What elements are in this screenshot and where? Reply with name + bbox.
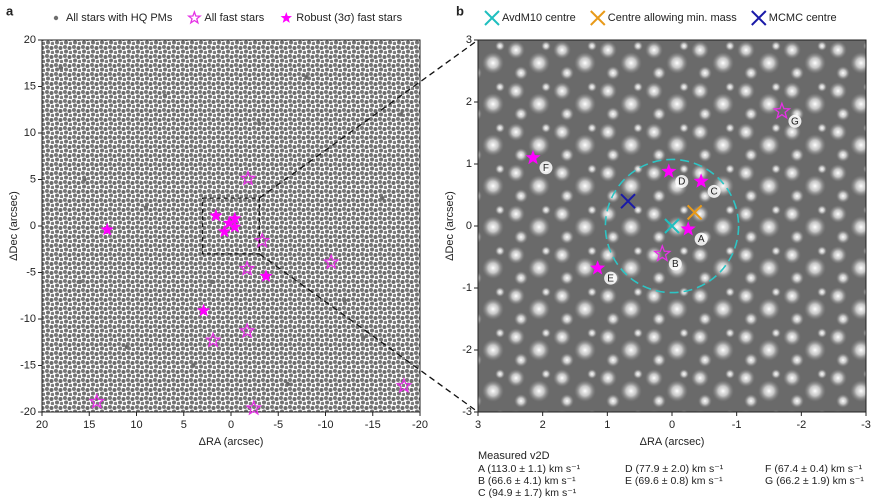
point-label: G (791, 116, 799, 127)
y-tick-label: 15 (24, 80, 36, 92)
note: G (66.2 ± 1.9) km s⁻¹ (765, 475, 864, 487)
note: F (67.4 ± 0.4) km s⁻¹ (765, 463, 863, 475)
centre-marker (485, 11, 499, 25)
y-tick-label: 3 (466, 34, 472, 46)
y-tick-label: -3 (462, 406, 472, 418)
y-tick-label: -20 (20, 406, 36, 418)
star-dot (82, 177, 86, 181)
note: E (69.6 ± 0.8) km s⁻¹ (625, 475, 723, 487)
y-tick-label: 20 (24, 34, 36, 46)
star-dot (144, 205, 148, 209)
note: C (94.9 ± 1.7) km s⁻¹ (478, 487, 577, 499)
centre-marker (752, 11, 766, 25)
y-tick-label: -1 (462, 282, 472, 294)
x-tick-label: -10 (318, 419, 334, 431)
legend-label: MCMC centre (769, 12, 837, 24)
x-tick-label: -5 (273, 419, 283, 431)
star-dot (286, 382, 290, 386)
note: A (113.0 ± 1.1) km s⁻¹ (478, 463, 581, 475)
y-tick-label: -10 (20, 313, 36, 325)
x-tick-label: 10 (130, 419, 142, 431)
point-label: A (698, 234, 705, 245)
figure: a b 20151050-5-10-15-20-20-15-10-5051015… (0, 0, 874, 504)
y-tick-label: 1 (466, 158, 472, 170)
panel-label: b (456, 3, 464, 18)
star-dot (342, 298, 346, 302)
star-dot (210, 280, 214, 284)
legend-label: Centre allowing min. mass (608, 12, 737, 24)
notes-title: Measured v2D (478, 450, 550, 462)
legend-label: All stars with HQ PMs (66, 12, 173, 24)
y-tick-label: -15 (20, 359, 36, 371)
star-dot (257, 122, 261, 126)
centre-marker (591, 11, 605, 25)
note: D (77.9 ± 2.0) km s⁻¹ (625, 463, 724, 475)
star-dot (59, 66, 63, 70)
y-tick-label: 10 (24, 127, 36, 139)
star-dot (191, 363, 195, 367)
fast-star (189, 12, 200, 23)
x-tick-label: 20 (36, 419, 48, 431)
star-dot (78, 280, 82, 284)
legend-label: Robust (3σ) fast stars (296, 12, 402, 24)
y-tick-label: 0 (466, 220, 472, 232)
x-tick-label: -1 (732, 419, 742, 431)
point-label: E (607, 273, 614, 284)
x-tick-label: 5 (181, 419, 187, 431)
robust-star (281, 12, 292, 23)
panel-label: a (6, 3, 14, 18)
y-axis-label: ΔDec (arcsec) (8, 191, 20, 261)
star-dot (54, 16, 58, 20)
star-dot (380, 196, 384, 200)
legend-label: All fast stars (204, 12, 264, 24)
x-tick-label: -2 (796, 419, 806, 431)
x-tick-label: 1 (604, 419, 610, 431)
point-label: D (678, 177, 685, 188)
point-label: C (710, 187, 717, 198)
x-tick-label: -20 (412, 419, 428, 431)
x-axis-label: ΔRA (arcsec) (199, 436, 264, 448)
star-dot (125, 345, 129, 349)
y-tick-label: 5 (30, 173, 36, 185)
point-label: B (672, 259, 679, 270)
page: a b 20151050-5-10-15-20-20-15-10-5051015… (0, 0, 874, 504)
x-tick-label: 2 (540, 419, 546, 431)
x-tick-label: -3 (861, 419, 871, 431)
y-tick-label: -5 (26, 266, 36, 278)
y-tick-label: -2 (462, 344, 472, 356)
x-tick-label: 3 (475, 419, 481, 431)
x-tick-label: 15 (83, 419, 95, 431)
y-tick-label: 0 (30, 220, 36, 232)
star-dot (163, 94, 167, 98)
x-axis-label: ΔRA (arcsec) (640, 436, 705, 448)
star-dot (304, 75, 308, 79)
x-tick-label: -15 (365, 419, 381, 431)
x-tick-label: 0 (669, 419, 675, 431)
note: B (66.6 ± 4.1) km s⁻¹ (478, 475, 576, 487)
point-label: F (543, 163, 549, 174)
legend-label: AvdM10 centre (502, 12, 576, 24)
y-axis-label: ΔDec (arcsec) (444, 191, 456, 261)
star-dot (399, 112, 403, 116)
x-tick-label: 0 (228, 419, 234, 431)
y-tick-label: 2 (466, 96, 472, 108)
star-dot (361, 335, 365, 339)
